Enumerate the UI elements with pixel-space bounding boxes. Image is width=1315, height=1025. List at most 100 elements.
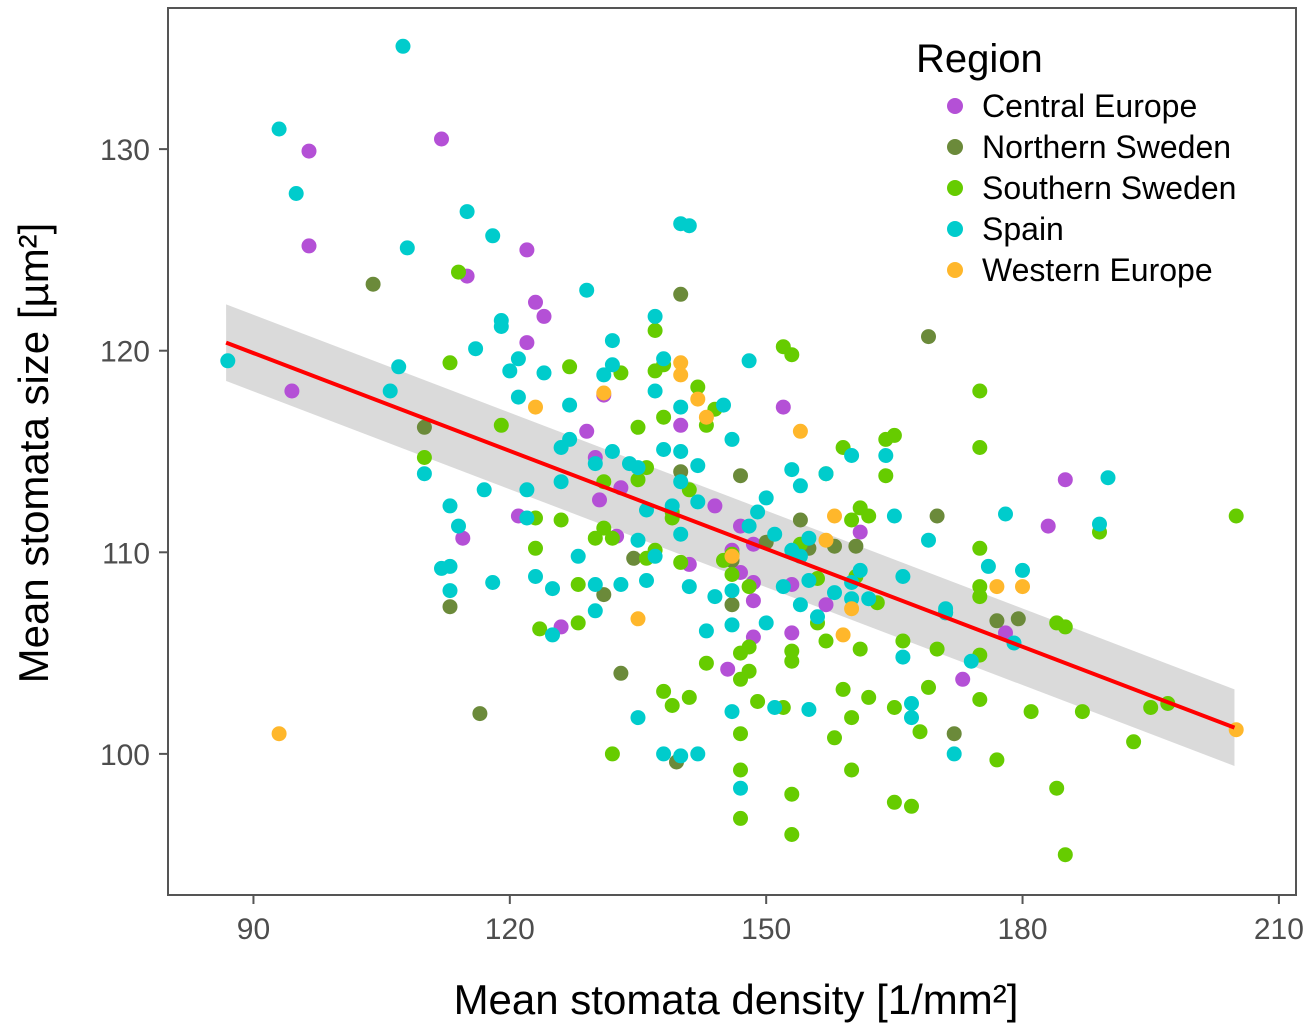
data-point bbox=[1057, 847, 1073, 863]
data-point bbox=[493, 313, 509, 328]
data-point bbox=[989, 613, 1005, 629]
data-point bbox=[750, 504, 766, 520]
data-point bbox=[1228, 508, 1244, 524]
data-point bbox=[391, 359, 407, 375]
data-point bbox=[656, 442, 672, 457]
data-point bbox=[1092, 516, 1107, 532]
data-point bbox=[1049, 780, 1065, 796]
data-point bbox=[724, 597, 740, 613]
data-point bbox=[852, 524, 868, 540]
data-point bbox=[301, 143, 317, 159]
data-point bbox=[921, 679, 936, 695]
data-point bbox=[630, 532, 646, 548]
data-point bbox=[792, 478, 808, 494]
x-axis-title: Mean stomata density [1/mm²] bbox=[454, 976, 1019, 1023]
data-point bbox=[468, 341, 484, 357]
data-point bbox=[886, 427, 902, 443]
data-point bbox=[844, 710, 860, 726]
data-point bbox=[998, 506, 1013, 522]
legend-key bbox=[947, 262, 963, 278]
y-tick-label: 130 bbox=[100, 134, 150, 167]
data-point bbox=[587, 603, 603, 619]
data-point bbox=[818, 466, 834, 482]
data-point bbox=[848, 538, 864, 554]
trend-line-layer bbox=[225, 340, 1236, 730]
data-point bbox=[784, 827, 800, 842]
data-point bbox=[886, 700, 902, 715]
data-point bbox=[784, 653, 800, 669]
data-point bbox=[416, 419, 432, 435]
data-point bbox=[733, 810, 748, 826]
data-point bbox=[656, 351, 672, 367]
data-point bbox=[921, 532, 936, 548]
data-point bbox=[844, 762, 860, 778]
data-point bbox=[553, 512, 569, 528]
data-point bbox=[895, 649, 911, 665]
data-point bbox=[758, 615, 774, 631]
data-point bbox=[946, 726, 962, 742]
data-point bbox=[604, 746, 620, 762]
data-point bbox=[895, 569, 911, 584]
data-point bbox=[861, 508, 877, 524]
data-point bbox=[835, 681, 851, 697]
x-tick-label: 150 bbox=[741, 913, 791, 946]
series-spain bbox=[220, 38, 1116, 796]
data-point bbox=[690, 391, 706, 407]
data-point bbox=[912, 724, 928, 740]
data-point bbox=[673, 417, 689, 433]
data-point bbox=[451, 518, 466, 534]
data-point bbox=[929, 641, 945, 657]
data-point bbox=[698, 655, 714, 671]
data-point bbox=[459, 204, 475, 220]
legend-label: Southern Sweden bbox=[982, 170, 1236, 206]
data-point bbox=[690, 746, 706, 762]
data-point bbox=[720, 661, 736, 677]
data-point bbox=[989, 752, 1005, 768]
data-point bbox=[878, 448, 894, 463]
data-point bbox=[698, 623, 714, 639]
data-point bbox=[532, 621, 548, 637]
data-point bbox=[596, 520, 612, 536]
data-point bbox=[827, 508, 842, 524]
data-point bbox=[579, 423, 595, 439]
data-point bbox=[271, 726, 287, 742]
legend-label: Northern Sweden bbox=[982, 129, 1231, 165]
data-point bbox=[1126, 734, 1142, 750]
data-point bbox=[604, 530, 620, 546]
data-point bbox=[741, 353, 757, 369]
data-point bbox=[613, 665, 629, 681]
trend-line bbox=[225, 340, 1236, 730]
x-axis: 90 120 150 180 210 bbox=[237, 895, 1304, 946]
data-point bbox=[485, 575, 501, 590]
data-point bbox=[613, 577, 629, 592]
data-point bbox=[818, 532, 834, 548]
data-point bbox=[852, 641, 868, 657]
data-point bbox=[1143, 700, 1159, 715]
data-point bbox=[818, 633, 834, 649]
data-point bbox=[630, 710, 646, 726]
data-point bbox=[673, 367, 689, 383]
x-tick-label: 180 bbox=[998, 913, 1048, 946]
data-point bbox=[570, 548, 586, 564]
data-point bbox=[801, 702, 817, 717]
data-point bbox=[724, 704, 740, 720]
data-point bbox=[553, 474, 569, 490]
data-point bbox=[861, 689, 877, 705]
data-point bbox=[673, 554, 689, 570]
data-point bbox=[528, 294, 543, 310]
data-point bbox=[707, 498, 723, 514]
data-point bbox=[690, 494, 706, 510]
data-point bbox=[476, 482, 492, 498]
data-point bbox=[562, 397, 578, 413]
data-point bbox=[929, 508, 945, 524]
data-point bbox=[972, 540, 988, 556]
data-point bbox=[733, 762, 748, 778]
data-point bbox=[972, 589, 988, 605]
data-point bbox=[895, 633, 911, 649]
data-point bbox=[792, 597, 808, 613]
data-point bbox=[472, 706, 488, 722]
data-point bbox=[399, 240, 415, 256]
data-point bbox=[724, 548, 740, 564]
data-point bbox=[673, 474, 689, 490]
